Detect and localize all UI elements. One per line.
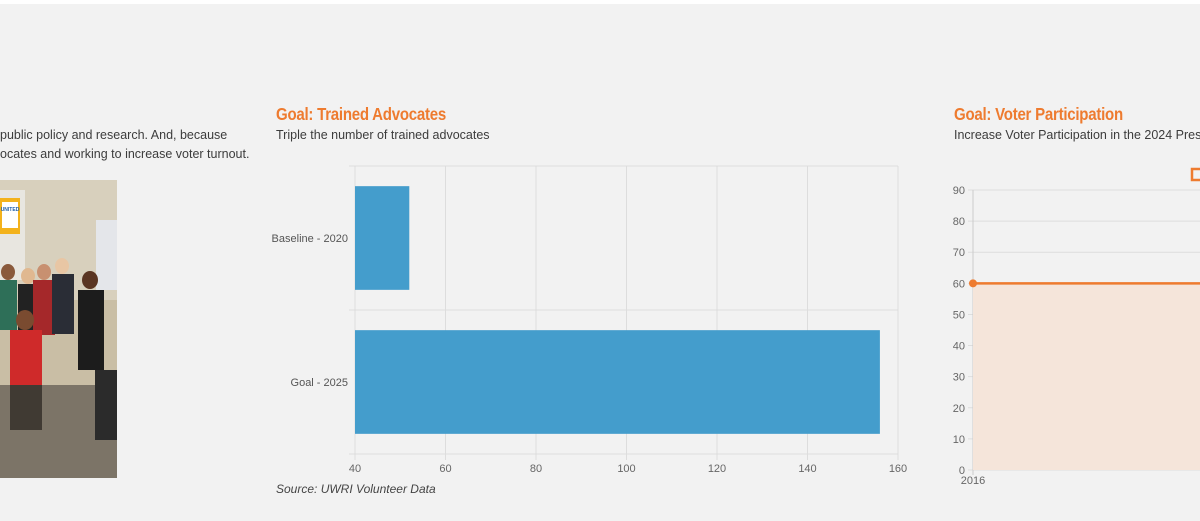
voter-area-fill xyxy=(973,283,1200,470)
advocates-bar xyxy=(355,330,880,434)
voter-goal-subtitle: Increase Voter Participation in the 2024… xyxy=(954,128,1200,142)
voter-y-tick-label: 30 xyxy=(953,372,965,384)
voter-x-tick-label: 2016 xyxy=(961,475,985,487)
intro-text-line-2: ocates and working to increase voter tur… xyxy=(0,147,250,161)
advocates-x-tick-label: 160 xyxy=(889,463,907,475)
advocates-x-tick-label: 40 xyxy=(349,463,361,475)
top-border xyxy=(0,0,1200,4)
advocates-x-tick-label: 120 xyxy=(708,463,726,475)
photo-sign-text: UNITED xyxy=(1,207,20,213)
voter-y-tick-label: 20 xyxy=(953,403,965,415)
intro-text-line-1: public policy and research. And, because xyxy=(0,128,228,142)
voter-goal-title: Goal: Voter Participation xyxy=(954,104,1123,124)
advocates-x-tick-label: 140 xyxy=(798,463,816,475)
advocates-goal-subtitle: Triple the number of trained advocates xyxy=(276,128,490,142)
trained-advocates-bar-chart: 40 60 80 100 120 140 160 Baseline - 2020 Goal - … xyxy=(272,165,907,475)
voter-y-tick-label: 40 xyxy=(953,341,965,353)
voter-y-tick-label: 10 xyxy=(953,434,965,446)
voter-participation-area-chart: 0 10 20 30 40 50 60 70 80 90 2016 xyxy=(953,167,1200,487)
advocates-x-tick-label: 80 xyxy=(530,463,542,475)
advocates-data-source: Source: UWRI Volunteer Data xyxy=(276,482,436,496)
voter-y-tick-label: 80 xyxy=(953,216,965,228)
voter-y-tick-label: 50 xyxy=(953,309,965,321)
voter-y-tick-label: 70 xyxy=(953,247,965,259)
voter-y-tick-label: 0 xyxy=(959,465,965,477)
volunteers-group-photo: UNITED xyxy=(0,180,117,478)
photo-illustration: UNITED xyxy=(0,180,117,478)
advocates-goal-title: Goal: Trained Advocates xyxy=(276,104,446,124)
voter-legend-marker[interactable] xyxy=(1190,167,1200,182)
advocates-x-tick-label: 100 xyxy=(617,463,635,475)
advocates-category-label: Goal - 2025 xyxy=(291,377,348,389)
advocates-category-label: Baseline - 2020 xyxy=(272,233,348,245)
advocates-bar xyxy=(355,186,410,290)
voter-y-tick-label: 60 xyxy=(953,278,965,290)
voter-data-point xyxy=(969,279,977,288)
advocates-x-tick-label: 60 xyxy=(439,463,451,475)
voter-y-tick-label: 90 xyxy=(953,185,965,197)
